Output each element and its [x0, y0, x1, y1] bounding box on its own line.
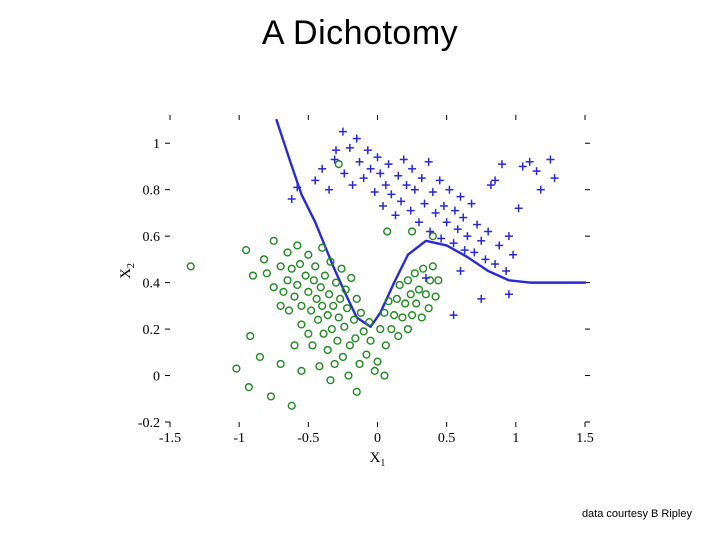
svg-text:-1.5: -1.5: [159, 431, 181, 446]
svg-text:X2: X2: [118, 263, 137, 279]
svg-text:0.6: 0.6: [143, 230, 161, 245]
credit-text: data courtesy B Ripley: [582, 508, 692, 520]
scatter-chart: -1.5 -1 -0.5 0 0.5 1 1.5 -0.2 0 0.2 0.4 0.6 0.8 1 X1 X2: [120, 110, 600, 470]
svg-text:0.4: 0.4: [143, 277, 161, 292]
svg-text:0: 0: [374, 431, 381, 446]
svg-text:0: 0: [153, 370, 160, 385]
svg-text:1: 1: [512, 431, 519, 446]
svg-text:X1: X1: [370, 450, 386, 469]
svg-text:0.2: 0.2: [143, 323, 161, 338]
svg-text:0.8: 0.8: [143, 184, 161, 199]
svg-text:0.5: 0.5: [438, 431, 456, 446]
page-title: A Dichotomy: [0, 14, 720, 53]
svg-text:-0.2: -0.2: [138, 416, 160, 431]
svg-text:-1: -1: [233, 431, 245, 446]
svg-text:1.5: 1.5: [576, 431, 594, 446]
svg-text:1: 1: [153, 137, 160, 152]
svg-text:-0.5: -0.5: [297, 431, 319, 446]
